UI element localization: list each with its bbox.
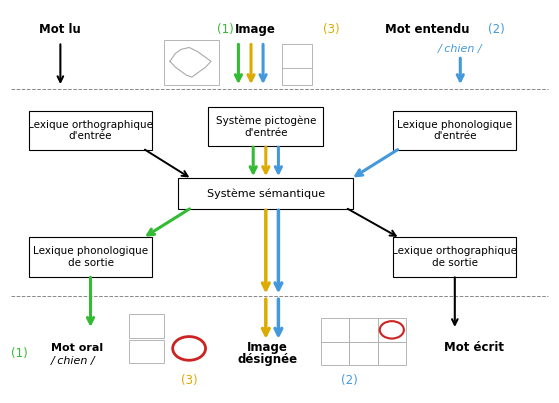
Text: / chien /: / chien / bbox=[51, 356, 96, 366]
Text: Lexique orthographique
d'entrée: Lexique orthographique d'entrée bbox=[28, 120, 153, 141]
Text: (1): (1) bbox=[11, 347, 27, 360]
Text: désignée: désignée bbox=[238, 353, 297, 366]
FancyBboxPatch shape bbox=[393, 237, 517, 276]
Bar bbox=[164, 39, 219, 85]
Text: Mot lu: Mot lu bbox=[40, 23, 81, 36]
Bar bbox=[129, 314, 164, 338]
Text: Mot oral: Mot oral bbox=[51, 343, 103, 353]
FancyBboxPatch shape bbox=[29, 237, 152, 276]
Text: Lexique orthographique
de sortie: Lexique orthographique de sortie bbox=[392, 246, 517, 268]
Text: / chien /: / chien / bbox=[438, 44, 482, 54]
Bar bbox=[282, 69, 312, 85]
Bar bbox=[320, 318, 349, 342]
FancyBboxPatch shape bbox=[209, 107, 323, 146]
Text: Image: Image bbox=[234, 23, 275, 36]
Text: Image: Image bbox=[247, 341, 288, 354]
Bar bbox=[129, 340, 164, 364]
Text: Système pictogène
d'entrée: Système pictogène d'entrée bbox=[216, 115, 316, 137]
Text: (2): (2) bbox=[487, 23, 504, 36]
Text: Système sémantique: Système sémantique bbox=[207, 188, 325, 199]
Text: (1): (1) bbox=[217, 23, 234, 36]
Bar bbox=[377, 318, 406, 342]
Text: (2): (2) bbox=[340, 374, 357, 386]
Text: Lexique phonologique
de sortie: Lexique phonologique de sortie bbox=[33, 246, 148, 268]
Bar bbox=[282, 44, 312, 69]
Text: Lexique phonologique
d'entrée: Lexique phonologique d'entrée bbox=[397, 120, 513, 141]
Bar bbox=[349, 342, 377, 366]
Bar bbox=[320, 342, 349, 366]
FancyBboxPatch shape bbox=[178, 178, 353, 210]
Bar bbox=[377, 342, 406, 366]
FancyBboxPatch shape bbox=[393, 111, 517, 150]
Text: (3): (3) bbox=[323, 23, 340, 36]
Text: Mot entendu: Mot entendu bbox=[385, 23, 470, 36]
Text: Mot écrit: Mot écrit bbox=[444, 341, 504, 354]
Text: (3): (3) bbox=[181, 374, 197, 386]
FancyBboxPatch shape bbox=[29, 111, 152, 150]
Bar bbox=[349, 318, 377, 342]
